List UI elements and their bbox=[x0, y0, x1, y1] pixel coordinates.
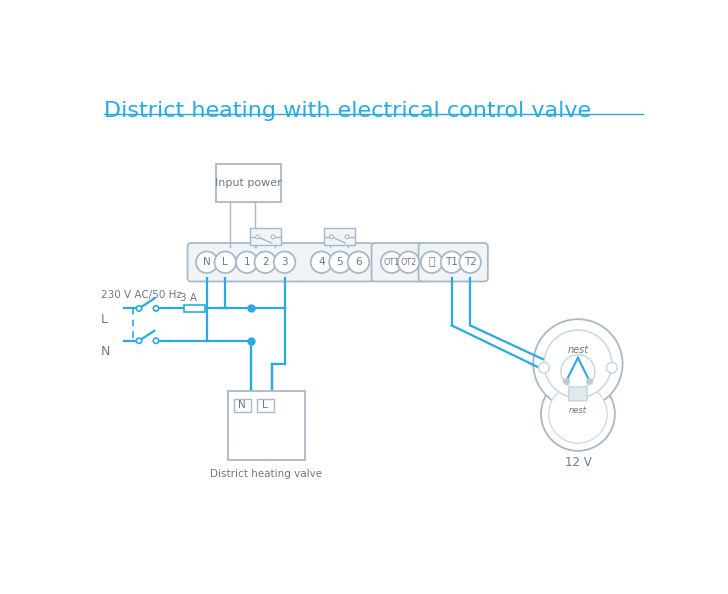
FancyBboxPatch shape bbox=[371, 243, 427, 282]
Circle shape bbox=[348, 251, 369, 273]
Circle shape bbox=[255, 251, 276, 273]
Circle shape bbox=[136, 306, 142, 311]
Text: 2: 2 bbox=[262, 257, 269, 267]
Text: T2: T2 bbox=[464, 257, 477, 267]
Circle shape bbox=[544, 330, 612, 398]
Bar bbox=[216, 164, 282, 202]
Bar bbox=[234, 399, 250, 412]
Bar bbox=[250, 228, 281, 245]
Text: 3 A: 3 A bbox=[180, 293, 197, 304]
Circle shape bbox=[274, 251, 296, 273]
Text: L: L bbox=[262, 400, 268, 410]
Text: OT1: OT1 bbox=[384, 258, 400, 267]
Circle shape bbox=[549, 385, 607, 443]
Text: nest: nest bbox=[567, 345, 588, 355]
Circle shape bbox=[381, 251, 403, 273]
Circle shape bbox=[421, 251, 443, 273]
Text: 3: 3 bbox=[281, 257, 288, 267]
Text: nest: nest bbox=[569, 406, 587, 415]
Text: 4: 4 bbox=[318, 257, 325, 267]
Text: N: N bbox=[203, 257, 210, 267]
Text: ⏚: ⏚ bbox=[428, 257, 435, 267]
Circle shape bbox=[136, 338, 142, 343]
Text: District heating valve: District heating valve bbox=[210, 469, 322, 479]
Text: L: L bbox=[222, 257, 228, 267]
Circle shape bbox=[271, 235, 275, 239]
Circle shape bbox=[215, 251, 236, 273]
Text: N: N bbox=[238, 400, 246, 410]
FancyBboxPatch shape bbox=[569, 387, 587, 401]
Text: ─┤: ─┤ bbox=[419, 255, 430, 267]
Text: 1: 1 bbox=[243, 257, 250, 267]
Circle shape bbox=[561, 355, 595, 388]
Circle shape bbox=[256, 235, 259, 239]
Bar bbox=[183, 305, 205, 312]
Text: 5: 5 bbox=[336, 257, 344, 267]
Bar bbox=[228, 391, 304, 460]
Text: T1: T1 bbox=[446, 257, 458, 267]
Circle shape bbox=[345, 235, 349, 239]
Text: Input power: Input power bbox=[215, 178, 282, 188]
Circle shape bbox=[606, 362, 617, 373]
Text: 6: 6 bbox=[355, 257, 362, 267]
Circle shape bbox=[196, 251, 218, 273]
Circle shape bbox=[236, 251, 258, 273]
Circle shape bbox=[441, 251, 462, 273]
Circle shape bbox=[311, 251, 332, 273]
Circle shape bbox=[330, 235, 333, 239]
Circle shape bbox=[541, 377, 615, 451]
Text: OT2: OT2 bbox=[400, 258, 416, 267]
Text: District heating with electrical control valve: District heating with electrical control… bbox=[103, 100, 590, 121]
Bar bbox=[257, 399, 274, 412]
Circle shape bbox=[459, 251, 481, 273]
Circle shape bbox=[154, 306, 159, 311]
Circle shape bbox=[534, 319, 622, 409]
Bar bbox=[324, 228, 355, 245]
Text: N: N bbox=[100, 345, 110, 358]
Circle shape bbox=[154, 338, 159, 343]
Circle shape bbox=[539, 362, 550, 373]
Text: L: L bbox=[100, 312, 108, 326]
FancyBboxPatch shape bbox=[188, 243, 374, 282]
Text: 12 V: 12 V bbox=[564, 456, 591, 469]
FancyBboxPatch shape bbox=[419, 243, 488, 282]
Circle shape bbox=[397, 251, 419, 273]
Circle shape bbox=[329, 251, 351, 273]
Text: 230 V AC/50 Hz: 230 V AC/50 Hz bbox=[100, 290, 181, 299]
